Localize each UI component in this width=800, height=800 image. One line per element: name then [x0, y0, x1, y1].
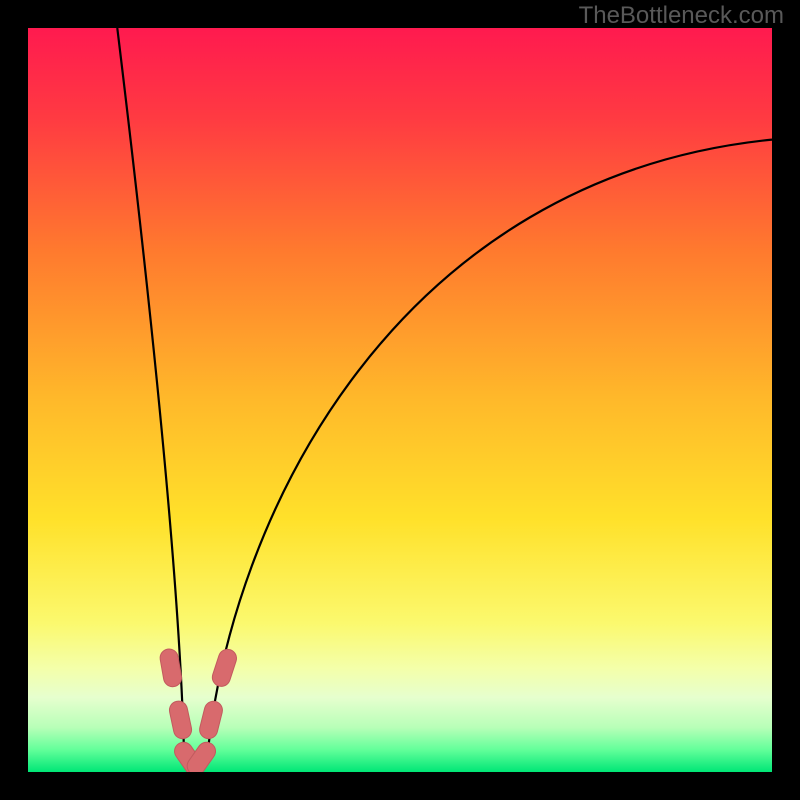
curve-layer	[28, 28, 772, 772]
marker-sausage	[221, 658, 227, 677]
marker-sausage	[209, 710, 214, 729]
watermark-text: TheBottleneck.com	[579, 2, 784, 30]
chart-frame: TheBottleneck.com	[0, 0, 800, 800]
marker-sausage	[196, 751, 206, 766]
bottleneck-curve	[117, 28, 772, 769]
plot-area	[28, 28, 772, 772]
marker-sausage	[169, 658, 172, 678]
marker-sausage	[178, 710, 182, 730]
